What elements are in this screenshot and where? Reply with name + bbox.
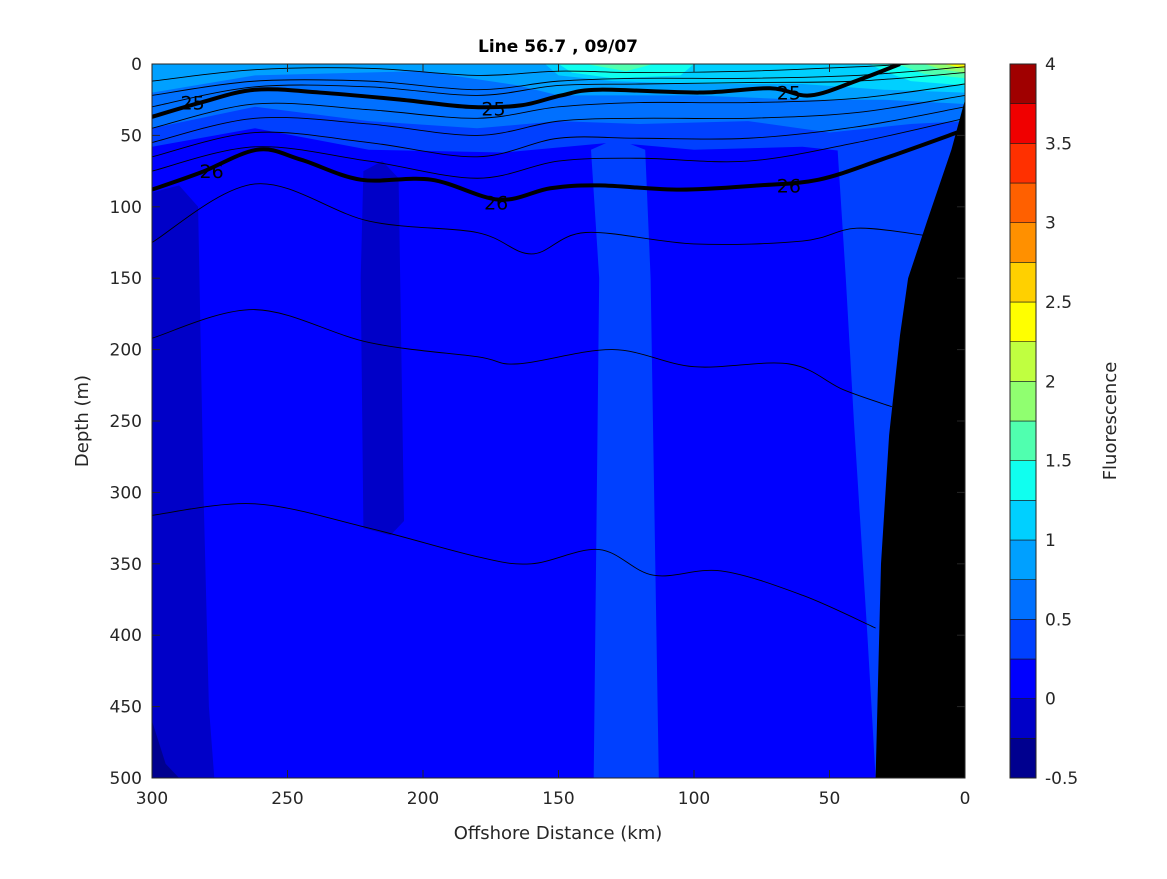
isopycnal-line — [152, 106, 965, 158]
y-tick-label: 350 — [110, 555, 142, 575]
contour-labels: 25 25 25 26 26 26 — [181, 83, 801, 215]
y-tick-label: 450 — [110, 698, 142, 718]
colorbar-swatch — [1009, 222, 1037, 263]
region-level-1_25 — [558, 64, 694, 79]
x-tick-label: 100 — [678, 789, 710, 809]
colorbar-swatch — [1009, 262, 1037, 303]
y-tick-label: 250 — [110, 412, 142, 432]
colorbar-tick-label: -0.5 — [1045, 769, 1078, 789]
contour-label: 25 — [181, 93, 205, 115]
colorbar-tick-label: 3.5 — [1045, 134, 1072, 154]
colorbar-swatch — [1009, 539, 1037, 580]
region-level-2_25 — [943, 64, 965, 69]
colorbar-swatch — [1009, 619, 1037, 660]
region-level-neg0_5 — [152, 720, 180, 778]
contour-label: 26 — [484, 193, 508, 215]
x-tick-label: 200 — [407, 789, 439, 809]
chart-title: Line 56.7 , 09/07 — [478, 37, 638, 57]
colorbar-swatch — [1009, 341, 1037, 382]
colorbar-tick-label: 1 — [1045, 531, 1056, 551]
region-level-0_25 — [591, 142, 659, 778]
y-tick-label: 0 — [131, 55, 142, 75]
contour-label: 25 — [777, 83, 801, 105]
contour-label: 25 — [481, 98, 505, 120]
contour-label: 26 — [777, 175, 801, 197]
y-axis-label: Depth (m) — [72, 375, 93, 467]
x-tick-label: 250 — [271, 789, 303, 809]
x-tick-label: 50 — [819, 789, 841, 809]
isopycnal-line — [152, 94, 965, 143]
colorbar-swatch — [1009, 460, 1037, 501]
isopycnal-line — [152, 83, 965, 129]
bathymetry-seafloor — [875, 99, 965, 778]
colorbar-swatch — [1009, 698, 1037, 739]
isopycnal-line — [152, 64, 911, 82]
y-tick-label: 50 — [120, 126, 142, 146]
region-level-1_5 — [585, 64, 654, 72]
colorbar-tick-label: 2 — [1045, 372, 1056, 392]
x-axis-ticks: 300 250 200 150 100 50 0 — [136, 64, 971, 809]
y-tick-label: 200 — [110, 341, 142, 361]
region-level-neg0_25 — [152, 185, 215, 778]
colorbar-swatch — [1009, 63, 1037, 104]
colorbar-tick-label: 1.5 — [1045, 452, 1072, 472]
isopycnal-line — [152, 66, 965, 96]
colorbar-swatch — [1009, 103, 1037, 144]
x-tick-label: 300 — [136, 789, 168, 809]
colorbar-tick-label: 0.5 — [1045, 610, 1072, 630]
contour-label: 26 — [200, 161, 224, 183]
y-tick-label: 500 — [110, 769, 142, 789]
colorbar-swatch — [1009, 658, 1037, 699]
colorbar-swatch — [1009, 381, 1037, 422]
colorbar-tick-label: 3 — [1045, 214, 1056, 234]
colorbar-tick-label: 0 — [1045, 690, 1056, 710]
colorbar-swatch — [1009, 738, 1037, 779]
x-tick-label: 0 — [960, 789, 971, 809]
isopycnal-line — [152, 503, 876, 629]
background-level-fill — [152, 64, 965, 778]
isopycnal-line — [152, 72, 965, 108]
colorbar-swatch — [1009, 420, 1037, 461]
isopycnal-line — [152, 117, 965, 179]
isopycnal-line — [152, 183, 925, 255]
colorbar-frame — [1009, 63, 1037, 779]
colorbar-swatch — [1009, 500, 1037, 541]
density-contour-lines — [152, 64, 965, 629]
colorbar: -0.5 0 0.5 1 1.5 2 2.5 3 3.5 4 — [1009, 55, 1078, 789]
colorbar-swatch — [1009, 143, 1037, 184]
colorbar-tick-label: 2.5 — [1045, 293, 1072, 313]
isopycnal-line — [152, 309, 892, 408]
colorbar-swatch — [1009, 182, 1037, 223]
x-axis-label: Offshore Distance (km) — [454, 823, 663, 844]
y-tick-label: 300 — [110, 483, 142, 503]
plot-area: 25 25 25 26 26 26 — [152, 64, 965, 778]
colorbar-swatch — [1009, 579, 1037, 620]
colorbar-tick-label: 4 — [1045, 55, 1056, 75]
y-tick-label: 150 — [110, 269, 142, 289]
isopycnal-25-line — [152, 64, 901, 119]
region-level-neg0_25 — [360, 161, 404, 536]
x-tick-label: 150 — [542, 789, 574, 809]
y-tick-label: 100 — [110, 198, 142, 218]
colorbar-swatch — [1009, 301, 1037, 342]
y-tick-label: 400 — [110, 626, 142, 646]
isopycnal-26-line — [152, 127, 965, 202]
colorbar-label: Fluorescence — [1100, 362, 1121, 481]
y-axis-ticks: 0 50 100 150 200 250 300 350 400 450 500 — [110, 55, 965, 789]
